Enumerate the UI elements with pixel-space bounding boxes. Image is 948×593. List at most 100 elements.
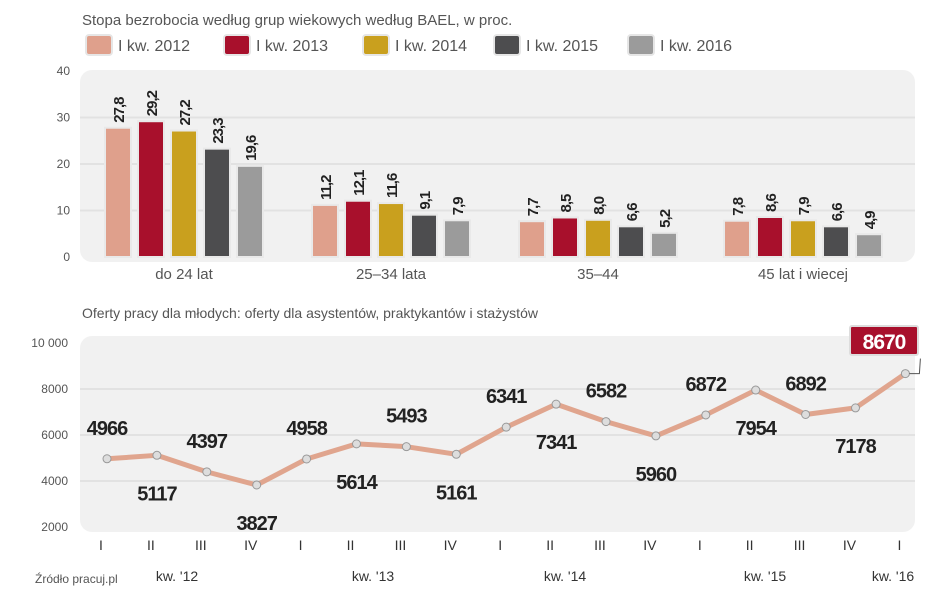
category-label: 45 lat i wiecej <box>758 266 848 283</box>
bar <box>551 216 579 259</box>
data-point <box>551 399 561 409</box>
point-value-label: 5614 <box>336 472 378 494</box>
point-value-label: 3827 <box>236 513 277 535</box>
point-value-label: 5493 <box>386 406 427 428</box>
y-tick-label: 40 <box>57 64 71 78</box>
legend: I kw. 2012 I kw. 2013 I kw. 2014 I kw. 2015… <box>85 34 732 56</box>
y-tick-label: 2000 <box>41 520 68 534</box>
quarter-label: II <box>147 537 155 553</box>
bar <box>104 126 132 259</box>
bar-value-label: 27,2 <box>177 100 194 126</box>
bar-value-label: 8,5 <box>558 194 575 213</box>
y-tick-label: 30 <box>57 111 71 125</box>
point-value-label: 6892 <box>785 373 826 395</box>
legend-label: I kw. 2012 <box>118 38 190 55</box>
bar-value-label: 12,1 <box>351 170 368 196</box>
point-value-label: 7954 <box>735 418 777 440</box>
legend-swatch <box>85 34 113 56</box>
quarter-label: I <box>99 537 103 553</box>
year-label: kw. '15 <box>744 568 787 584</box>
bar-value-label: 11,6 <box>384 173 401 198</box>
data-point <box>202 467 212 477</box>
point-value-label: 5161 <box>436 482 477 504</box>
data-point <box>651 431 661 441</box>
bar-value-label: 19,6 <box>243 135 260 161</box>
quarter-label: IV <box>643 537 657 553</box>
point-value-label: 4958 <box>286 418 327 440</box>
quarter-label: IV <box>843 537 857 553</box>
bar <box>518 220 546 259</box>
quarter-label: I <box>498 537 502 553</box>
data-point <box>801 409 811 419</box>
bar <box>822 225 850 258</box>
quarter-label: IV <box>244 537 258 553</box>
y-tick-label: 6000 <box>41 428 68 442</box>
legend-swatch <box>493 34 521 56</box>
bar <box>789 219 817 258</box>
data-point <box>152 450 162 460</box>
category-label: do 24 lat <box>155 266 213 283</box>
bar <box>617 225 645 258</box>
quarter-label: II <box>347 537 355 553</box>
y-tick-label: 8000 <box>41 382 68 396</box>
bar-chart-title: Stopa bezrobocia według grup wiekowych w… <box>82 12 512 29</box>
quarter-label: II <box>746 537 754 553</box>
data-point <box>851 403 860 413</box>
y-tick-label: 10 000 <box>31 336 68 350</box>
bar-value-label: 7,8 <box>730 197 747 216</box>
bar <box>443 219 471 258</box>
legend-swatch <box>362 34 390 56</box>
bar <box>137 120 165 258</box>
bar <box>236 164 264 258</box>
quarter-label: III <box>395 537 407 553</box>
legend-label: I kw. 2014 <box>395 38 467 55</box>
bar <box>584 218 612 259</box>
quarter-label: III <box>195 537 207 553</box>
y-tick-label: 20 <box>57 157 71 171</box>
data-point <box>451 449 461 459</box>
bar-value-label: 4,9 <box>862 211 879 230</box>
y-tick-label: 4000 <box>41 474 68 488</box>
data-point <box>352 439 361 449</box>
bar-value-label: 29,2 <box>144 90 161 116</box>
y-tick-label: 0 <box>63 250 70 264</box>
year-label: kw. '16 <box>872 568 915 584</box>
bar <box>203 147 231 258</box>
bar-value-label: 6,6 <box>624 203 641 222</box>
legend-label: I kw. 2013 <box>256 38 328 55</box>
category-label: 35–44 <box>577 266 619 283</box>
point-value-label: 6872 <box>686 374 727 396</box>
bar <box>855 233 883 258</box>
bar-value-label: 8,0 <box>591 196 608 215</box>
legend-label: I kw. 2016 <box>660 38 732 55</box>
legend-swatch <box>223 34 251 56</box>
y-tick-label: 10 <box>57 204 71 218</box>
year-label: kw. '14 <box>544 568 587 584</box>
bar-value-label: 8,6 <box>763 194 780 213</box>
legend-swatch <box>627 34 655 56</box>
bar-value-label: 7,9 <box>450 197 467 216</box>
data-point <box>701 410 711 420</box>
year-label: kw. '12 <box>156 568 199 584</box>
bar <box>170 129 198 259</box>
bar-chart: 0 10 20 30 40 27,8 29,2 27,2 23,3 19,6 do 24 lat 11… <box>57 64 915 283</box>
legend-label: I kw. 2015 <box>526 38 598 55</box>
data-point <box>252 480 262 490</box>
data-point <box>501 422 511 432</box>
quarter-label: I <box>299 537 303 553</box>
quarter-label: III <box>794 537 806 553</box>
data-point <box>401 442 411 452</box>
quarter-label: IV <box>444 537 458 553</box>
bar-value-label: 27,8 <box>111 97 128 123</box>
bar <box>344 199 372 258</box>
line-chart-title: Oferty pracy dla młodych: oferty dla asy… <box>82 305 539 321</box>
callout-leader <box>909 358 921 375</box>
data-point <box>601 417 611 427</box>
quarter-label: II <box>546 537 554 553</box>
bar-value-label: 11,2 <box>318 175 335 200</box>
bar <box>650 231 678 259</box>
bar-value-label: 5,2 <box>657 209 674 228</box>
bar <box>410 213 438 258</box>
